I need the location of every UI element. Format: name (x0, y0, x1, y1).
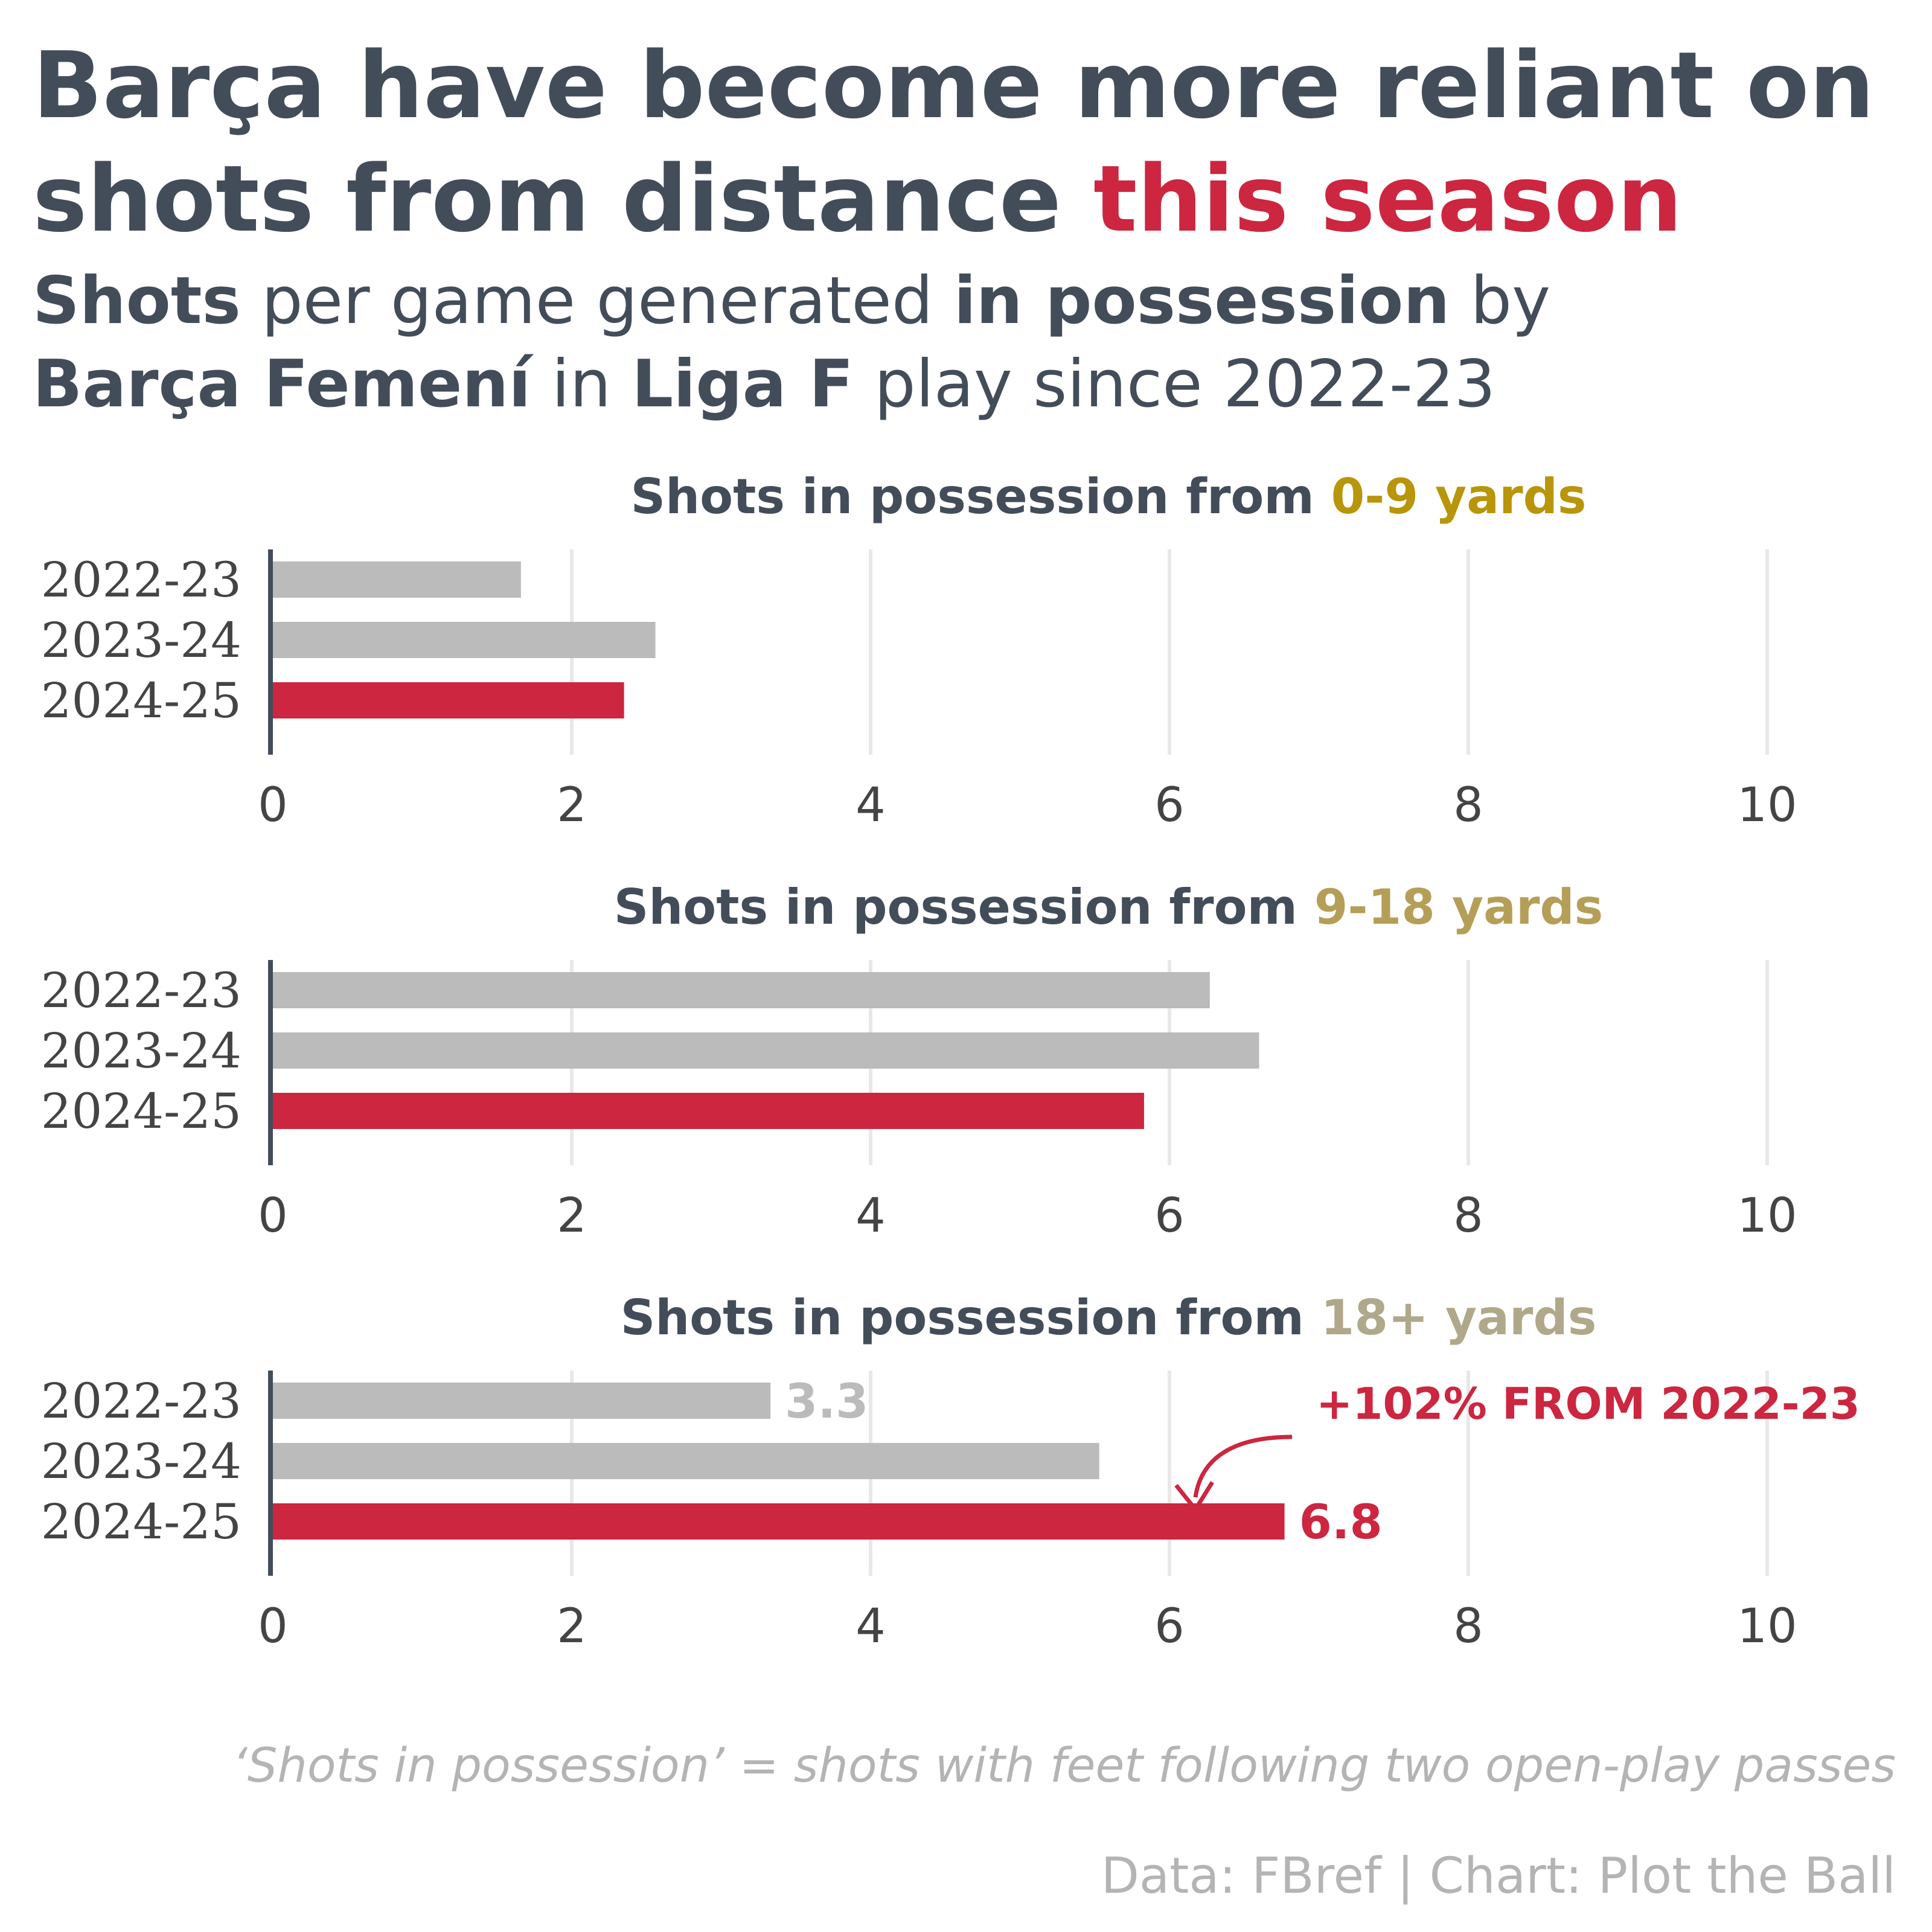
bar-2024-25 (273, 1503, 1285, 1540)
subtitle-text-1: per game generated (240, 263, 954, 339)
bar-2022-23 (273, 972, 1210, 1008)
panel-title-3: Shots in possession from 18+ yards (621, 1290, 1597, 1346)
subtitle-text-3: in (531, 347, 632, 422)
bar-2023-24 (273, 1443, 1099, 1479)
annotation-arrow (1193, 1435, 1293, 1498)
x-tick-label: 4 (856, 1189, 886, 1243)
bar-value-label: 3.3 (785, 1375, 868, 1429)
chart-subtitle: Shots per game generated in possession b… (33, 260, 1904, 426)
panel-title-range: 9-18 yards (1314, 879, 1604, 935)
panel-title-prefix: Shots in possession from (621, 1290, 1321, 1346)
bar-2024-25 (273, 682, 624, 718)
bar-2023-24 (273, 1032, 1259, 1069)
subtitle-shots: Shots (33, 263, 241, 339)
x-tick-label: 2 (557, 778, 587, 833)
bar-2024-25 (273, 1093, 1144, 1129)
x-tick-label: 4 (856, 778, 886, 833)
x-tick-label: 0 (258, 1599, 288, 1654)
panel-title-prefix: Shots in possession from (631, 469, 1331, 525)
y-category-label: 2022-23 (41, 552, 242, 608)
subtitle-in-possession: in possession (953, 263, 1450, 339)
bar-2023-24 (273, 622, 656, 658)
title-line-1: Barça have become more reliant on (33, 32, 1875, 139)
bar-2022-23 (273, 1383, 771, 1419)
bar-2022-23 (273, 561, 521, 598)
y-category-label: 2022-23 (41, 1373, 242, 1429)
y-category-label: 2023-24 (41, 1433, 242, 1489)
footnote: ‘Shots in possession’ = shots with feet … (232, 1739, 1896, 1793)
x-tick-label: 8 (1453, 1189, 1483, 1243)
x-tick-label: 0 (258, 1189, 288, 1243)
y-category-label: 2024-25 (41, 1083, 242, 1139)
annotation-arrowhead (1174, 1481, 1214, 1512)
y-category-label: 2023-24 (41, 612, 242, 668)
title-highlight: this season (1093, 146, 1683, 252)
subtitle-text-2: by (1450, 263, 1551, 339)
panel-title-1: Shots in possession from 0-9 yards (631, 469, 1587, 525)
x-tick-label: 10 (1737, 1599, 1797, 1654)
x-tick-label: 6 (1154, 1189, 1185, 1243)
panel-title-range: 0-9 yards (1331, 469, 1587, 525)
x-tick-label: 10 (1737, 1189, 1797, 1243)
x-tick-label: 2 (557, 1189, 587, 1243)
y-category-label: 2022-23 (41, 962, 242, 1019)
source-credit: Data: FBref | Chart: Plot the Ball (1101, 1847, 1896, 1905)
y-category-label: 2024-25 (41, 673, 242, 729)
subtitle-league: Liga F (632, 347, 854, 422)
title-line-2: shots from distance (33, 146, 1061, 252)
x-tick-label: 6 (1154, 1599, 1185, 1654)
panel-title-prefix: Shots in possession from (614, 879, 1314, 935)
subtitle-text-4: play since 2022-23 (853, 347, 1496, 422)
bar-value-label: 6.8 (1299, 1495, 1383, 1550)
panel-title-range: 18+ yards (1321, 1290, 1597, 1346)
y-category-label: 2024-25 (41, 1494, 242, 1550)
x-tick-label: 8 (1453, 1599, 1483, 1654)
x-tick-label: 2 (557, 1599, 587, 1654)
x-tick-label: 8 (1453, 778, 1483, 833)
annotation-text: +102% FROM 2022-23 (1316, 1378, 1860, 1429)
x-tick-label: 6 (1154, 778, 1185, 833)
panel-title-2: Shots in possession from 9-18 yards (614, 879, 1604, 935)
x-tick-label: 4 (856, 1599, 886, 1654)
x-tick-label: 0 (258, 778, 288, 833)
y-category-label: 2023-24 (41, 1023, 242, 1079)
chart-title: Barça have become more reliant on shots … (33, 29, 1904, 256)
x-tick-label: 10 (1737, 778, 1797, 833)
subtitle-team: Barça Femení (33, 347, 531, 422)
